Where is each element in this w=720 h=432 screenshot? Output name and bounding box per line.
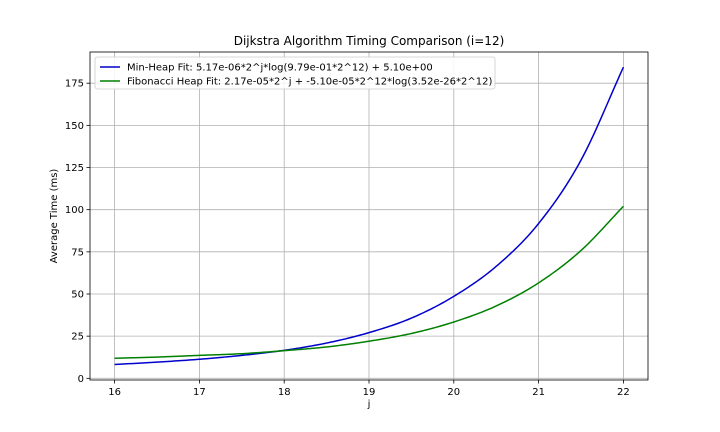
y-tick-label: 75 <box>71 247 84 258</box>
x-tick-label: 16 <box>108 387 121 398</box>
legend-box <box>94 56 496 90</box>
y-tick-label: 125 <box>65 163 84 174</box>
x-tick-label: 18 <box>278 387 291 398</box>
x-tick-label: 17 <box>193 387 206 398</box>
x-tick-label: 19 <box>363 387 376 398</box>
x-axis-label: j <box>367 399 371 410</box>
y-tick-label: 0 <box>78 374 84 385</box>
x-tick-label: 21 <box>532 387 545 398</box>
y-tick-label: 100 <box>65 205 84 216</box>
ticks: 16 17 18 19 20 21 22 0 25 50 75 100 125 150 175 <box>65 79 630 398</box>
y-tick-label: 150 <box>65 121 84 132</box>
series-layer <box>114 66 625 366</box>
y-tick-label: 50 <box>71 289 84 300</box>
chart-title: Dijkstra Algorithm Timing Comparison (i=… <box>234 34 505 48</box>
legend: Min-Heap Fit: 5.17e-06*2^j*log(9.79e-01*… <box>94 56 496 90</box>
legend-entry: Min-Heap Fit: 5.17e-06*2^j*log(9.79e-01*… <box>127 63 433 74</box>
x-tick-label: 20 <box>447 387 460 398</box>
y-tick-label: 25 <box>71 332 84 343</box>
y-tick-label: 175 <box>65 79 84 90</box>
series-line-1 <box>114 66 625 366</box>
x-tick-label: 22 <box>617 387 630 398</box>
y-axis-label: Average Time (ms) <box>49 169 60 264</box>
series-line-2 <box>114 205 624 359</box>
legend-entry: Fibonacci Heap Fit: 2.17e-05*2^j + -5.10… <box>127 77 492 88</box>
